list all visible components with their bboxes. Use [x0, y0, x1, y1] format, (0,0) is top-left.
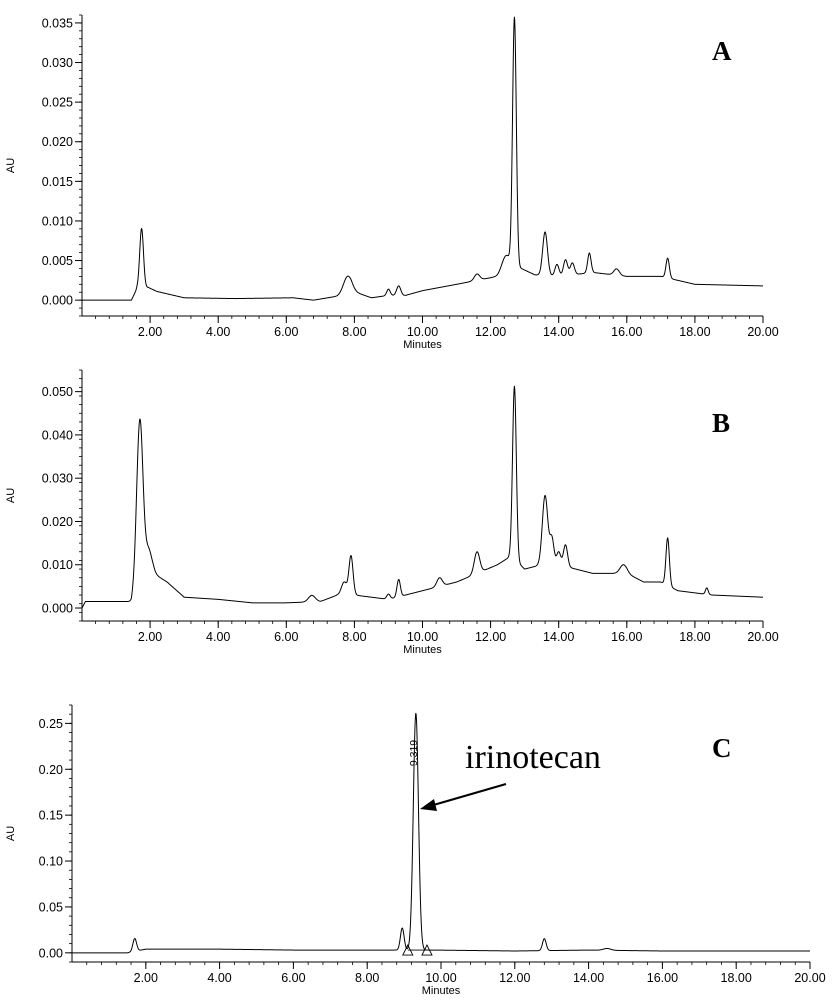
x-tick-label: 16.00 [611, 325, 642, 339]
y-tick-label: 0.050 [42, 385, 73, 399]
x-tick-label: 20.00 [747, 630, 778, 644]
y-tick-label: 0.040 [42, 428, 73, 442]
x-tick-label: 14.00 [543, 325, 574, 339]
chromatogram-panel-b: B 0.000 0.010 0.020 0.030 0.040 0.050 2.00 4.00… [5, 369, 779, 656]
y-tick-label: 0.035 [42, 16, 73, 30]
panel-label-a: A [712, 36, 732, 66]
x-tick-label: 12.00 [475, 630, 506, 644]
annotation-arrow [420, 782, 507, 811]
y-axis-title: AU [5, 158, 17, 173]
x-tick-label: 12.00 [499, 971, 530, 985]
x-axis-title: Minutes [422, 985, 461, 997]
y-tick-label: 0.010 [42, 558, 73, 572]
x-tick-label: 18.00 [679, 630, 710, 644]
x-axis-title: Minutes [403, 339, 442, 351]
y-tick-label: 0.20 [39, 763, 63, 777]
chromatogram-panel-a: A 0.000 0.005 0.010 0.015 0.020 0.025 0.030 0.0… [5, 14, 779, 351]
x-tick-label: 2.00 [134, 971, 158, 985]
x-tick-label: 4.00 [207, 971, 231, 985]
x-tick-label: 16.00 [647, 971, 678, 985]
panel-label-b: B [712, 408, 730, 438]
x-tick-label: 20.00 [794, 971, 825, 985]
x-tick-label: 2.00 [138, 630, 162, 644]
x-tick-label: 10.00 [425, 971, 456, 985]
y-tick-label: 0.15 [39, 809, 63, 823]
y-tick-label: 0.05 [39, 900, 63, 914]
x-tick-label: 10.00 [407, 630, 438, 644]
y-tick-label: 0.025 [42, 96, 73, 110]
x-tick-label: 8.00 [342, 630, 366, 644]
x-tick-label: 14.00 [573, 971, 604, 985]
x-tick-label: 12.00 [475, 325, 506, 339]
x-tick-label: 14.00 [543, 630, 574, 644]
y-tick-label: 0.020 [42, 515, 73, 529]
y-tick-label: 0.010 [42, 214, 73, 228]
x-tick-label: 4.00 [206, 325, 230, 339]
chromatogram-trace [81, 385, 764, 609]
y-tick-label: 0.000 [42, 602, 73, 616]
y-tick-label: 0.030 [42, 472, 73, 486]
x-tick-label: 10.00 [407, 325, 438, 339]
panel-label-c: C [712, 733, 732, 763]
x-tick-label: 4.00 [206, 630, 230, 644]
y-tick-label: 0.005 [42, 254, 73, 268]
x-tick-label: 8.00 [355, 971, 379, 985]
y-tick-label: 0.000 [42, 294, 73, 308]
x-tick-label: 8.00 [342, 325, 366, 339]
y-tick-label: 0.25 [39, 717, 63, 731]
x-axis-title: Minutes [403, 644, 442, 656]
x-tick-label: 6.00 [274, 325, 298, 339]
x-tick-label: 16.00 [611, 630, 642, 644]
retention-time-label: 9.319 [408, 740, 420, 766]
y-tick-label: 0.015 [42, 175, 73, 189]
y-tick-label: 0.10 [39, 855, 63, 869]
x-tick-label: 20.00 [747, 325, 778, 339]
y-tick-label: 0.030 [42, 56, 73, 70]
x-tick-label: 18.00 [679, 325, 710, 339]
y-tick-label: 0.00 [39, 946, 63, 960]
x-tick-label: 6.00 [274, 630, 298, 644]
y-axis-title: AU [5, 826, 17, 841]
x-tick-label: 6.00 [281, 971, 305, 985]
chromatogram-trace [81, 16, 764, 301]
irinotecan-annotation-label: irinotecan [465, 739, 601, 776]
chromatogram-panel-c: C irinotecan 0.00 0.05 0.10 0.15 0.20 0.25 2.0… [5, 704, 826, 997]
y-tick-label: 0.020 [42, 135, 73, 149]
x-tick-label: 2.00 [138, 325, 162, 339]
chromatogram-trace [71, 712, 811, 954]
y-axis-title: AU [5, 488, 17, 503]
x-tick-label: 18.00 [721, 971, 752, 985]
